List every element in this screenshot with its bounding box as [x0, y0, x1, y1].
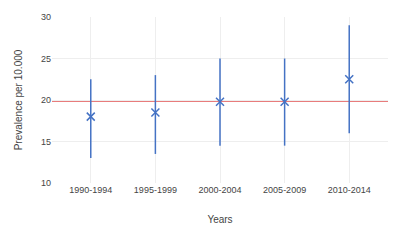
- svg-text:2010-2014: 2010-2014: [328, 185, 371, 195]
- svg-text:Years: Years: [207, 214, 232, 225]
- svg-text:Prevalence per 10.000: Prevalence per 10.000: [13, 49, 24, 150]
- svg-text:25: 25: [41, 54, 51, 64]
- svg-text:30: 30: [41, 12, 51, 22]
- svg-text:15: 15: [41, 137, 51, 147]
- svg-text:10: 10: [41, 178, 51, 188]
- svg-text:1995-1999: 1995-1999: [134, 185, 177, 195]
- svg-text:2005-2009: 2005-2009: [263, 185, 306, 195]
- svg-text:20: 20: [41, 95, 51, 105]
- svg-text:2000-2004: 2000-2004: [198, 185, 241, 195]
- svg-text:1990-1994: 1990-1994: [69, 185, 112, 195]
